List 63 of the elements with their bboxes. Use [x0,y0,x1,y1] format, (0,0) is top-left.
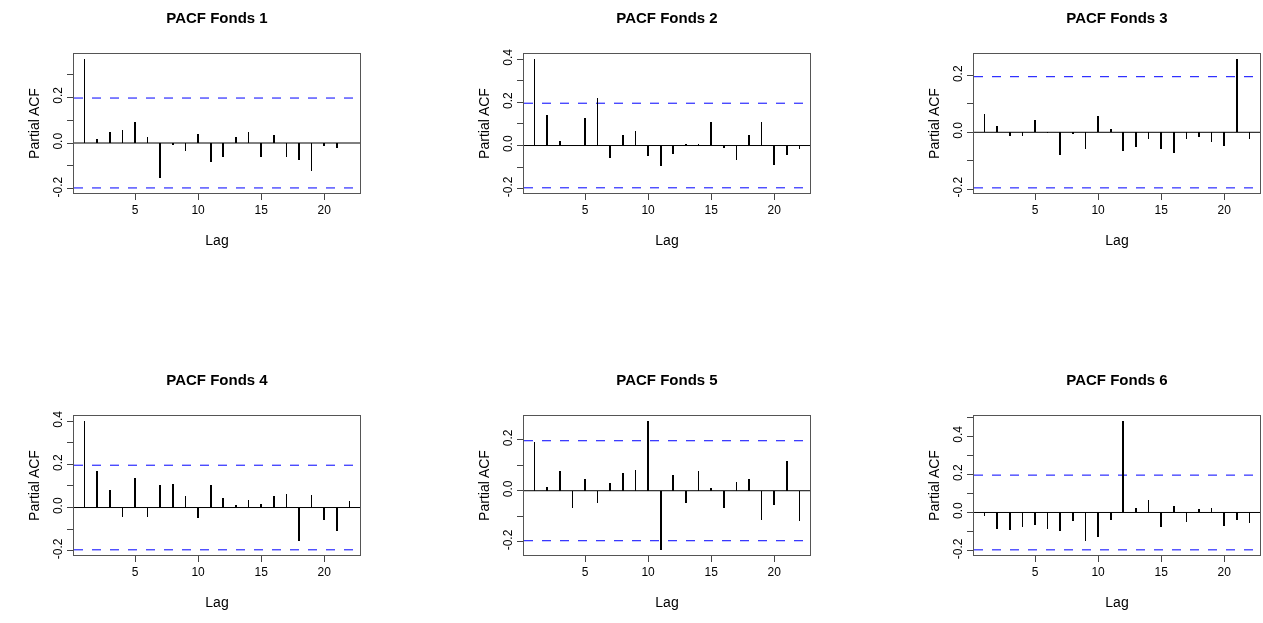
x-axis-title: Lag [205,231,229,248]
y-tick-label: 0.0 [951,121,966,139]
y-axis-title: Partial ACF [25,88,42,159]
x-tick-label: 20 [1217,203,1232,218]
x-tick-label: 20 [317,203,332,218]
y-axis-title: Partial ACF [475,88,492,159]
y-tick-label: 0.4 [51,410,66,428]
x-axis-title: Lag [205,593,229,610]
chart-title: PACF Fonds 1 [166,9,268,27]
x-tick-label: 5 [131,565,139,580]
y-tick-label: 0.2 [501,429,516,447]
y-tick-label: 0.0 [51,497,66,515]
y-tick-label: -0.2 [951,176,966,198]
x-tick-label: 5 [131,203,139,218]
x-tick-label: 10 [641,203,656,218]
x-tick-label: 20 [317,565,332,580]
y-tick-label: -0.2 [501,529,516,551]
y-tick-label: 0.2 [951,463,966,481]
x-tick-label: 10 [1091,565,1106,580]
x-tick-label: 15 [254,203,269,218]
x-tick-label: 15 [1154,565,1169,580]
x-tick-label: 10 [191,565,206,580]
x-tick-label: 20 [767,203,782,218]
x-tick-label: 15 [1154,203,1169,218]
x-tick-label: 10 [1091,203,1106,218]
y-tick-label: 0.0 [501,135,516,153]
x-tick-label: 10 [641,565,656,580]
y-tick-label: -0.2 [501,176,516,198]
x-tick-label: 5 [1031,203,1039,218]
x-tick-label: 15 [254,565,269,580]
x-tick-label: 15 [704,203,719,218]
x-axis-title: Lag [655,231,679,248]
chart-title: PACF Fonds 3 [1066,9,1168,27]
x-axis-title: Lag [1105,593,1129,610]
x-tick-label: 20 [767,565,782,580]
x-tick-label: 10 [191,203,206,218]
y-axis-title: Partial ACF [25,450,42,521]
y-tick-label: 0.2 [51,453,66,471]
x-tick-label: 5 [581,565,589,580]
y-tick-label: -0.2 [51,176,66,198]
y-tick-label: 0.4 [951,425,966,443]
x-axis-title: Lag [1105,231,1129,248]
chart-title: PACF Fonds 5 [616,371,718,389]
y-tick-label: 0.2 [501,91,516,109]
y-tick-label: 0.2 [51,86,66,104]
chart-title: PACF Fonds 4 [166,371,269,389]
y-axis-title: Partial ACF [475,450,492,521]
chart-title: PACF Fonds 6 [1066,371,1168,389]
y-tick-label: 0.4 [501,48,516,66]
y-tick-label: -0.2 [951,538,966,560]
x-tick-label: 5 [1031,565,1039,580]
chart-title: PACF Fonds 2 [616,9,718,27]
y-axis-title: Partial ACF [925,450,942,521]
y-tick-label: 0.0 [951,502,966,520]
x-tick-label: 5 [581,203,589,218]
y-tick-label: 0.2 [951,65,966,83]
y-tick-label: 0.0 [51,132,66,150]
x-tick-label: 20 [1217,565,1232,580]
x-axis-title: Lag [655,593,679,610]
y-tick-label: 0.0 [501,480,516,498]
x-tick-label: 15 [704,565,719,580]
y-axis-title: Partial ACF [925,88,942,159]
y-tick-label: -0.2 [51,538,66,560]
